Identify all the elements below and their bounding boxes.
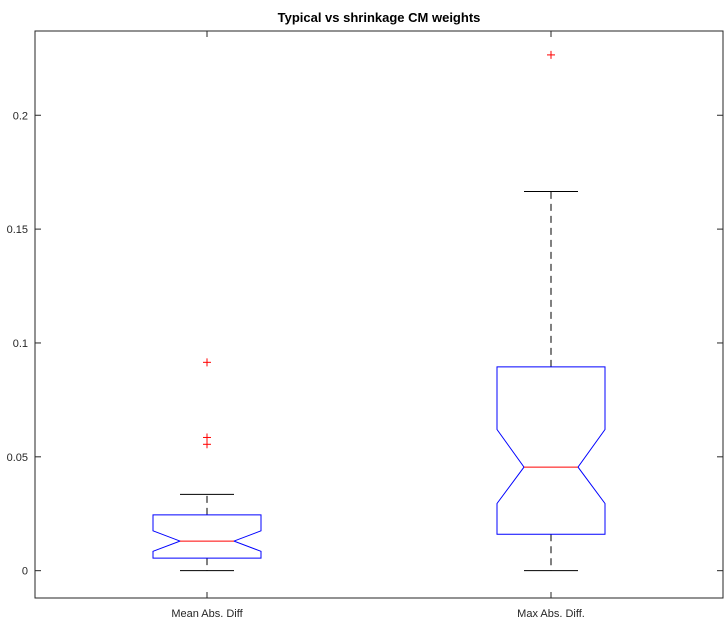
outlier-marker <box>203 440 211 449</box>
x-tick-label: Mean Abs. Diff <box>171 608 243 620</box>
notched-box <box>152 514 262 559</box>
y-tick-label: 0.15 <box>7 224 28 236</box>
notched-box <box>496 366 606 535</box>
axes-frame <box>34 30 724 599</box>
plot-area: 0 0.05 0.1 0.15 0.2 Mean Abs. Diff Max Abs. Di… <box>7 30 724 620</box>
outlier-marker <box>203 433 211 442</box>
outlier-marker <box>547 50 555 59</box>
outlier-marker <box>203 358 211 367</box>
y-tick-label: 0.05 <box>7 452 28 464</box>
chart-title: Typical vs shrinkage CM weights <box>278 10 481 25</box>
y-tick-label: 0 <box>22 566 28 578</box>
y-tick-label: 0.2 <box>13 110 28 122</box>
y-tick-label: 0.1 <box>13 338 28 350</box>
x-tick-label: Max Abs. Diff. <box>517 608 585 620</box>
